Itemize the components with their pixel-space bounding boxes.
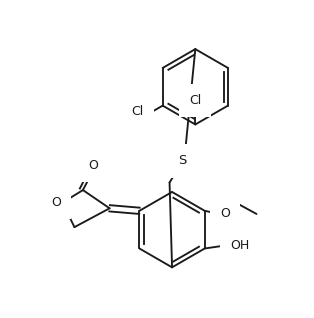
Text: Cl: Cl (189, 94, 202, 107)
Text: Cl: Cl (132, 105, 144, 118)
Text: O: O (88, 159, 98, 172)
Text: S: S (178, 154, 186, 167)
Text: OH: OH (230, 239, 250, 252)
Text: O: O (51, 196, 61, 209)
Text: O: O (220, 207, 230, 220)
